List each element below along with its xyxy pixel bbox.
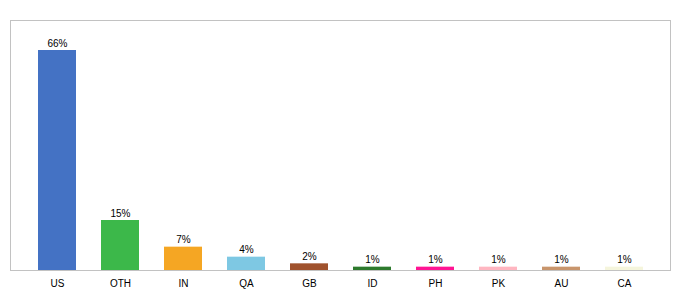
svg-text:66%: 66% [47,38,67,49]
svg-text:1%: 1% [365,254,380,265]
svg-text:2%: 2% [302,251,317,262]
svg-text:PK: PK [492,278,506,289]
svg-text:7%: 7% [176,234,191,245]
svg-text:1%: 1% [617,254,632,265]
svg-text:4%: 4% [239,244,254,255]
svg-text:1%: 1% [491,254,506,265]
svg-text:US: US [51,278,65,289]
svg-text:QA: QA [239,278,254,289]
svg-text:GB: GB [302,278,317,289]
svg-text:AU: AU [555,278,569,289]
svg-text:ID: ID [368,278,378,289]
svg-text:PH: PH [429,278,443,289]
svg-text:OTH: OTH [110,278,131,289]
svg-text:1%: 1% [554,254,569,265]
svg-text:CA: CA [618,278,632,289]
svg-text:15%: 15% [110,208,130,219]
svg-text:IN: IN [179,278,189,289]
svg-text:1%: 1% [428,254,443,265]
